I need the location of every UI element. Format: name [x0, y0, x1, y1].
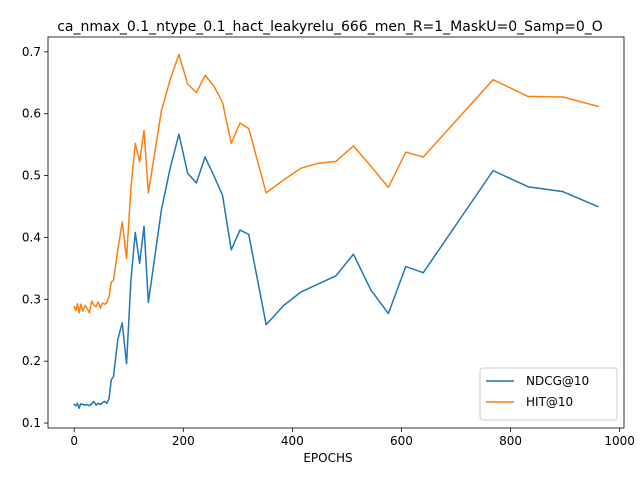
axes: 0 200 400 600 800 1000 0.1 0.2 0.3 0.4 0.5 0.6 0.7 — [22, 36, 635, 448]
x-tick-label: 1000 — [604, 434, 635, 448]
x-tick-label: 200 — [172, 434, 195, 448]
x-axis-label: EPOCHS — [303, 451, 352, 465]
legend-label-2: HIT@10 — [526, 395, 573, 409]
x-tick-label: 600 — [390, 434, 413, 448]
x-tick-label: 0 — [70, 434, 78, 448]
legend: NDCG@10 HIT@10 — [479, 367, 618, 421]
legend-label-1: NDCG@10 — [526, 374, 589, 388]
y-tick-label: 0.6 — [22, 107, 41, 121]
y-tick-label: 0.2 — [22, 354, 41, 368]
plot-frame — [47, 36, 625, 429]
y-tick-label: 0.7 — [22, 45, 41, 59]
legend-box — [479, 367, 618, 421]
y-tick-label: 0.4 — [22, 230, 41, 244]
chart-title: ca_nmax_0.1_ntype_0.1_hact_leakyrelu_666… — [57, 19, 603, 35]
x-tick-label: 800 — [499, 434, 522, 448]
series-line-1 — [73, 133, 599, 409]
x-tick-label: 400 — [281, 434, 304, 448]
y-tick-label: 0.1 — [22, 416, 41, 430]
series-line-2 — [73, 53, 599, 314]
plot-area — [73, 53, 599, 409]
y-tick-label: 0.5 — [22, 169, 41, 183]
y-tick-label: 0.3 — [22, 292, 41, 306]
